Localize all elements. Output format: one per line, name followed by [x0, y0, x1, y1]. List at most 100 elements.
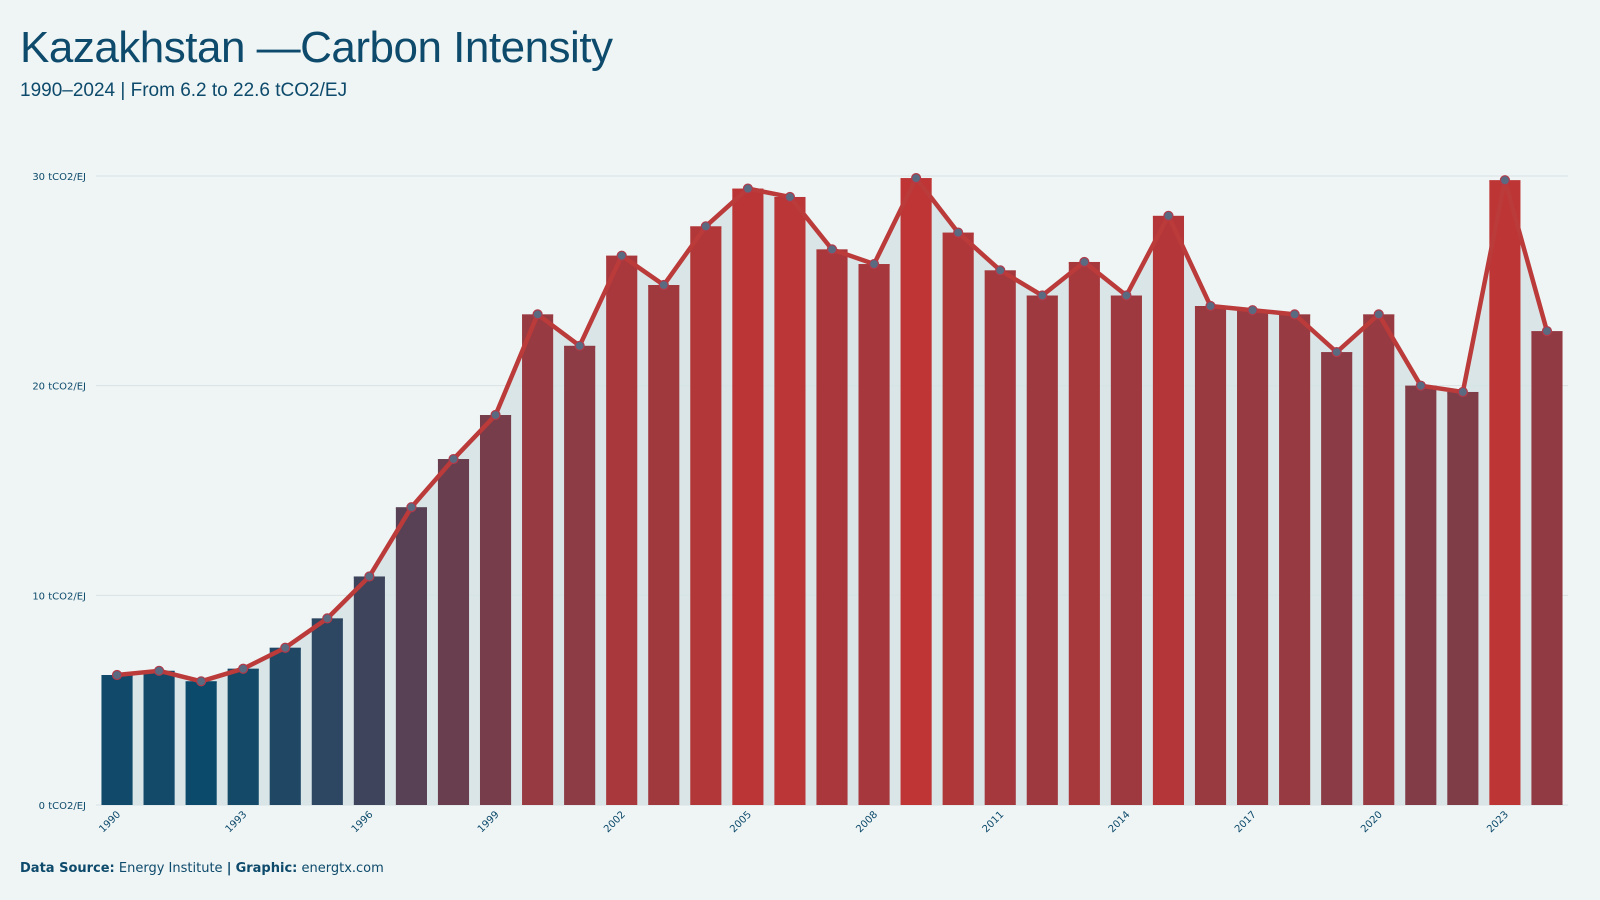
bar-2002: [606, 255, 638, 805]
data-point-2000: [532, 309, 543, 320]
bar-1998: [437, 459, 470, 805]
x-tick-label: 1993: [224, 809, 250, 835]
data-point-2023: [1499, 175, 1511, 186]
bar-2015: [1152, 215, 1185, 805]
bar-1996: [353, 576, 385, 805]
bar-1992: [185, 681, 217, 805]
x-axis-ticks: 1990 1993 1996 1999 2002 2005 2008 2011 2014 2017…: [97, 809, 1511, 835]
data-point-1999: [490, 409, 501, 421]
bar-1994: [269, 647, 301, 805]
x-tick-label: 1999: [476, 809, 502, 835]
bar-2021: [1405, 385, 1437, 805]
data-point-1992: [196, 676, 207, 687]
bar-2018: [1279, 314, 1311, 805]
x-tick-label: 2002: [602, 809, 628, 835]
bar-2006: [774, 196, 806, 805]
bar-2003: [648, 285, 680, 805]
bar-2013: [1068, 261, 1100, 805]
bar-2000: [522, 314, 554, 805]
x-tick-label: 1990: [97, 809, 123, 835]
x-tick-label: 1996: [350, 809, 376, 835]
bar-2016: [1194, 305, 1227, 805]
y-tick-label: 0 tCO2/EJ: [39, 801, 86, 812]
x-tick-label: 2011: [981, 809, 1007, 835]
chart-header: Kazakhstan —Carbon Intensity 1990–2024 |…: [20, 22, 613, 102]
chart-area: 0 tCO2/EJ 10 tCO2/EJ 20 tCO2/EJ 30 tCO2/EJ …: [0, 150, 1600, 850]
data-point-2007: [826, 244, 838, 255]
source-value: Energy Institute: [118, 861, 223, 876]
bar-2010: [942, 232, 974, 806]
bar-2009: [900, 178, 932, 805]
data-point-2001: [574, 340, 585, 351]
bar-2005: [732, 188, 764, 805]
data-point-2014: [1121, 290, 1132, 301]
graphic-value: energtx.com: [301, 861, 384, 876]
data-point-2016: [1205, 300, 1216, 312]
data-point-2009: [911, 172, 922, 184]
data-point-1990: [111, 669, 123, 681]
graphic-label: Graphic:: [235, 861, 298, 876]
data-point-1996: [364, 571, 375, 582]
chart-subtitle: 1990–2024 | From 6.2 to 22.6 tCO2/EJ: [20, 80, 348, 101]
bar-2008: [858, 264, 890, 805]
x-tick-label: 2008: [854, 809, 880, 835]
data-point-2022: [1457, 386, 1468, 398]
data-point-2018: [1289, 309, 1300, 320]
bar-1993: [227, 668, 259, 805]
x-tick-label: 2005: [728, 809, 754, 835]
bar-2014: [1110, 295, 1142, 805]
bar-2011: [984, 270, 1016, 806]
data-point-2005: [742, 183, 753, 194]
chart-title: Kazakhstan —Carbon Intensity: [20, 23, 613, 72]
data-point-1991: [153, 665, 165, 676]
data-point-2021: [1415, 380, 1426, 391]
bar-1995: [311, 618, 343, 805]
data-point-1993: [238, 663, 249, 674]
data-point-2011: [995, 265, 1006, 276]
y-tick-label: 20 tCO2/EJ: [32, 382, 86, 393]
bar-1991: [143, 670, 175, 805]
source-label: Data Source:: [20, 861, 115, 876]
x-tick-label: 2020: [1359, 809, 1385, 835]
data-point-2008: [868, 258, 880, 270]
bar-layer: [101, 178, 1563, 806]
data-point-2020: [1373, 309, 1384, 320]
bar-2017: [1237, 310, 1269, 805]
bar-2007: [816, 249, 848, 806]
data-point-2010: [953, 227, 964, 238]
data-point-2002: [616, 250, 627, 261]
footer-separator: |: [226, 861, 232, 876]
bar-2020: [1363, 314, 1395, 805]
data-point-2003: [658, 279, 669, 291]
bar-2023: [1489, 180, 1521, 805]
point-layer: [111, 172, 1553, 687]
bar-1997: [395, 507, 427, 805]
bar-1999: [479, 415, 512, 805]
x-tick-label: 2017: [1233, 809, 1259, 835]
chart-footer: Data Source: Energy Institute | Graphic:…: [20, 861, 384, 876]
data-point-1997: [406, 502, 417, 513]
y-tick-label: 30 tCO2/EJ: [32, 172, 86, 183]
x-tick-label: 2023: [1485, 809, 1511, 835]
bar-2012: [1026, 295, 1058, 805]
data-point-1995: [322, 613, 333, 624]
bar-2001: [564, 345, 596, 805]
y-tick-label: 10 tCO2/EJ: [32, 591, 86, 602]
data-point-2012: [1037, 290, 1048, 301]
bar-2004: [690, 226, 722, 805]
bar-2022: [1447, 391, 1479, 805]
y-axis-ticks: 0 tCO2/EJ 10 tCO2/EJ 20 tCO2/EJ 30 tCO2/EJ: [32, 172, 86, 812]
data-point-1994: [280, 642, 291, 653]
x-tick-label: 2014: [1107, 809, 1133, 835]
data-point-2006: [784, 191, 796, 203]
bar-2019: [1321, 352, 1353, 805]
data-point-2024: [1541, 326, 1553, 337]
data-point-2015: [1163, 210, 1174, 221]
bar-1990: [101, 675, 133, 805]
data-point-1998: [448, 453, 459, 465]
data-point-2019: [1331, 347, 1342, 358]
data-point-2004: [700, 221, 711, 232]
bar-2024: [1531, 331, 1563, 805]
data-point-2017: [1247, 305, 1258, 316]
